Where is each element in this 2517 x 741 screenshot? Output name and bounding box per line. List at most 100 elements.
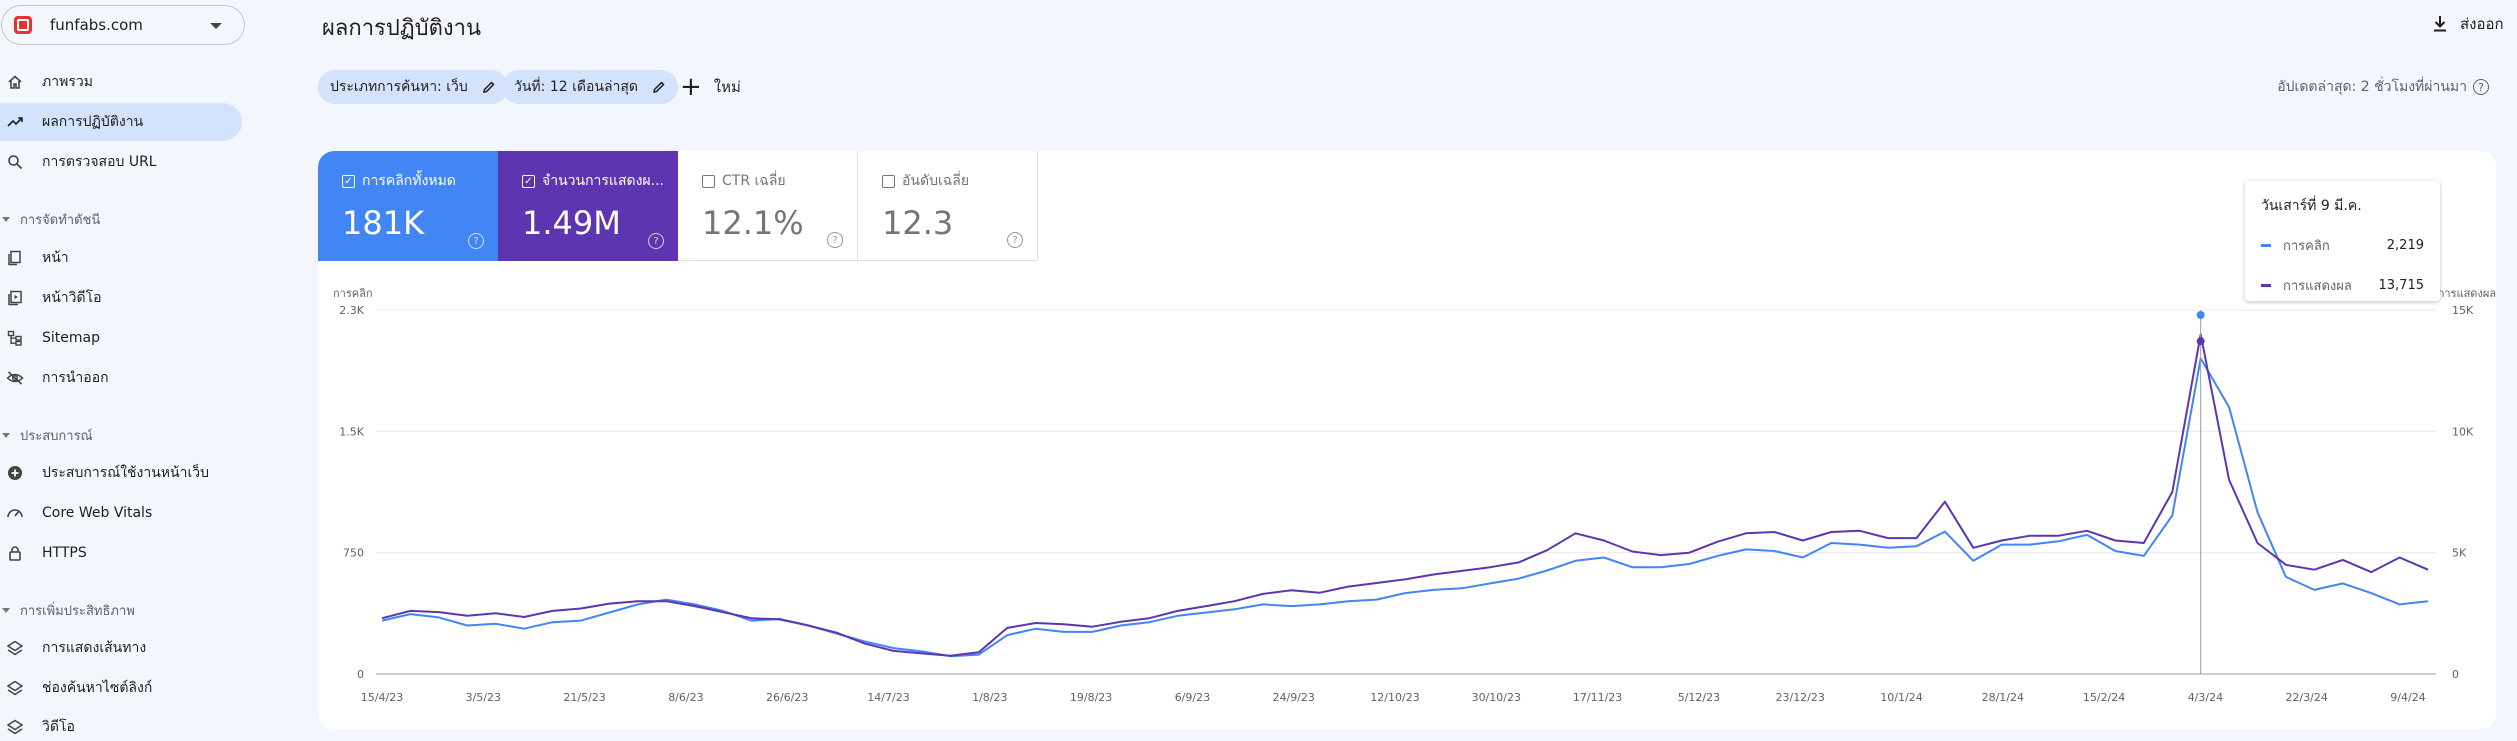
last-updated-text: อัปเดตล่าสุด: 2 ชั่วโมงที่ผ่านมา [2277,79,2467,95]
tooltip-value: 13,715 [2378,278,2425,293]
sidebar-item-core-web-vitals[interactable]: Core Web Vitals [0,494,242,532]
property-logo-icon [14,16,32,34]
sidebar-item-url-inspection[interactable]: การตรวจสอบ URL [0,143,242,181]
sidebar-item-label: การนำออก [42,370,109,386]
new-filter-button[interactable]: + ใหม่ [680,70,741,104]
sidebar-item-label: HTTPS [42,545,87,561]
add-icon: + [680,72,702,102]
metric-value: 12.3 [882,204,954,242]
y-tick-label-left: 750 [343,547,364,560]
filter-search-type[interactable]: ประเภทการค้นหา: เว็บ [318,70,508,104]
tooltip-row-impressions: การแสดงผล 13,715 [2261,275,2424,296]
sidebar-item-sitelinks-searchbox[interactable]: ช่องค้นหาไซต์ลิงก์ [0,669,242,707]
metric-total-clicks[interactable]: ✓ การคลิกทั้งหมด 181K ? [318,151,498,261]
export-button[interactable]: ส่งออก [2432,12,2504,36]
sidebar-item-overview[interactable]: ภาพรวม [0,63,242,101]
x-tick-label: 17/11/23 [1573,691,1622,704]
sidebar-item-removals[interactable]: การนำออก [0,359,242,397]
sitemap-icon [6,329,24,347]
section-enhancements[interactable]: การเพิ่มประสิทธิภาพ [0,600,135,621]
search-icon [6,153,24,171]
help-icon[interactable]: ? [827,232,843,248]
x-tick-label: 26/6/23 [766,691,808,704]
sidebar-item-label: ผลการปฏิบัติงาน [42,114,144,130]
tooltip-row-clicks: การคลิก 2,219 [2261,235,2424,256]
sidebar-item-https[interactable]: HTTPS [0,534,242,572]
series-line-clicks [381,357,2429,658]
sidebar-item-label: การตรวจสอบ URL [42,154,157,170]
x-tick-label: 12/10/23 [1370,691,1419,704]
x-tick-label: 1/8/23 [972,691,1007,704]
metric-average-position[interactable]: อันดับเฉลี่ย 12.3 ? [858,151,1038,261]
sidebar-item-performance[interactable]: ผลการปฏิบัติงาน [0,103,242,141]
sidebar-item-label: ช่องค้นหาไซต์ลิงก์ [42,680,153,696]
download-icon [2434,16,2446,32]
help-icon[interactable]: ? [468,233,484,249]
x-tick-label: 22/3/24 [2285,691,2327,704]
metric-value: 1.49M [522,204,621,242]
x-tick-label: 28/1/24 [1982,691,2024,704]
help-icon[interactable]: ? [1007,232,1023,248]
filter-date[interactable]: วันที่: 12 เดือนล่าสุด [502,70,679,104]
video-pages-icon [6,289,24,307]
add-circle-icon [6,464,24,482]
checkbox-icon[interactable] [882,174,895,188]
y-tick-label-right: 15K [2452,304,2474,317]
chevron-down-icon [2,433,10,438]
section-experience[interactable]: ประสบการณ์ [0,425,93,446]
y-tick-label-right: 10K [2452,425,2474,438]
x-tick-label: 4/3/24 [2188,691,2223,704]
checkbox-checked-icon[interactable]: ✓ [522,174,535,188]
chevron-down-icon [2,217,10,222]
help-icon[interactable]: ? [2473,79,2489,95]
sidebar-item-sitemap[interactable]: Sitemap [0,319,242,357]
property-name: funfabs.com [50,16,143,34]
x-tick-label: 23/12/23 [1775,691,1824,704]
home-icon [6,73,24,91]
x-tick-label: 15/4/23 [361,691,403,704]
page-title: ผลการปฏิบัติงาน [322,16,481,41]
metric-total-impressions[interactable]: ✓ จำนวนการแสดงผ... 1.49M ? [498,151,678,261]
sidebar-item-label: หน้า [42,250,69,266]
x-tick-label: 15/2/24 [2083,691,2125,704]
sidebar: funfabs.com ภาพรวม ผลการปฏิบัติงาน การตร… [0,0,250,741]
layers-icon [6,639,24,657]
section-label: การเพิ่มประสิทธิภาพ [20,604,135,619]
new-filter-label: ใหม่ [713,78,741,96]
sidebar-item-video-pages[interactable]: หน้าวิดีโอ [0,279,242,317]
metric-value: 12.1% [702,204,804,242]
section-indexing[interactable]: การจัดทำดัชนี [0,209,100,230]
sidebar-item-breadcrumbs[interactable]: การแสดงเส้นทาง [0,629,242,667]
sidebar-item-label: Sitemap [42,330,100,346]
metric-label: จำนวนการแสดงผ... [542,173,664,189]
x-tick-label: 30/10/23 [1472,691,1521,704]
section-label: การจัดทำดัชนี [20,213,101,228]
trending-up-icon [6,113,24,131]
sidebar-item-label: Core Web Vitals [42,505,153,521]
x-tick-label: 21/5/23 [563,691,605,704]
x-tick-label: 9/4/24 [2390,691,2425,704]
pages-icon [6,249,24,267]
checkbox-checked-icon[interactable]: ✓ [342,174,355,188]
section-label: ประสบการณ์ [20,429,93,444]
edit-icon [482,81,495,93]
x-tick-label: 3/5/23 [466,691,501,704]
property-selector[interactable]: funfabs.com [1,5,245,45]
lock-icon [6,544,24,562]
metric-label: CTR เฉลี่ย [722,173,786,189]
help-icon[interactable]: ? [648,233,664,249]
sidebar-item-label: ภาพรวม [42,74,93,90]
metric-average-ctr[interactable]: CTR เฉลี่ย 12.1% ? [678,151,858,261]
chevron-down-icon [2,608,10,613]
series-line-impressions [381,333,2429,657]
x-tick-label: 10/1/24 [1880,691,1922,704]
checkbox-icon[interactable] [702,174,715,188]
sidebar-item-pages[interactable]: หน้า [0,239,242,277]
filter-label: วันที่: 12 เดือนล่าสุด [514,79,639,95]
sidebar-item-page-experience[interactable]: ประสบการณ์ใช้งานหน้าเว็บ [0,454,242,492]
hover-point-clicks [2196,311,2205,320]
sidebar-item-videos[interactable]: วิดีโอ [0,708,242,741]
chevron-down-icon [210,23,222,29]
